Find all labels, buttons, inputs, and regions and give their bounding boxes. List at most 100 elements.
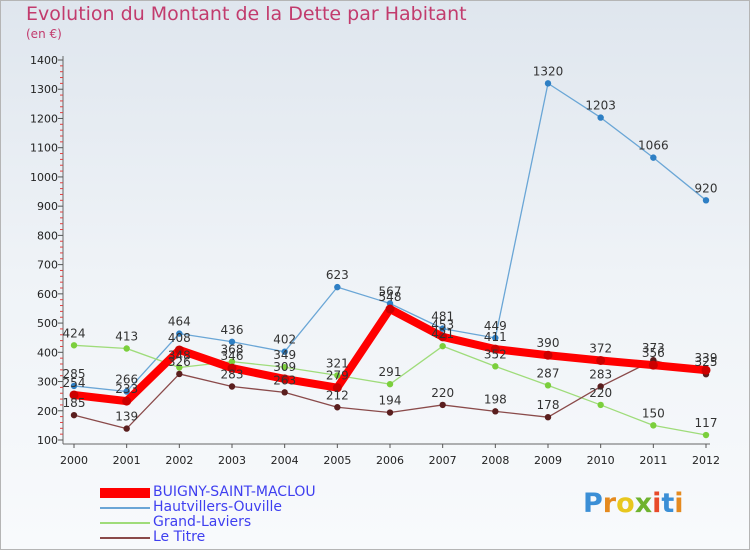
data-point (650, 154, 657, 161)
data-label: 263 (273, 373, 296, 387)
data-label: 421 (431, 327, 454, 341)
data-label: 283 (589, 368, 612, 382)
data-point (70, 411, 78, 419)
legend-swatch (100, 507, 150, 509)
y-tick-label: 500 (37, 317, 58, 330)
data-point (439, 401, 446, 409)
data-label: 481 (431, 310, 454, 324)
data-point (123, 388, 130, 395)
data-point (176, 330, 183, 337)
data-label: 220 (431, 386, 454, 400)
x-tick-label: 2001 (113, 454, 141, 467)
data-point (386, 380, 394, 388)
y-tick-label: 1400 (30, 54, 58, 67)
data-label: 349 (273, 348, 296, 362)
x-tick-label: 2012 (692, 454, 720, 467)
data-point (492, 334, 499, 342)
data-point (386, 409, 394, 416)
logo-letter: t (661, 488, 675, 519)
data-label: 464 (168, 315, 191, 329)
data-label: 413 (115, 330, 138, 344)
x-tick-label: 2008 (481, 454, 509, 467)
data-point (544, 382, 552, 389)
data-label: 325 (695, 355, 718, 369)
data-label: 233 (115, 382, 138, 396)
data-label: 291 (379, 365, 402, 379)
data-point (543, 350, 553, 360)
data-label: 453 (431, 318, 454, 332)
y-tick-label: 200 (37, 405, 58, 418)
data-point (69, 390, 79, 400)
data-point (544, 80, 552, 87)
logo-letter: r (602, 488, 617, 519)
y-tick-label: 700 (37, 259, 58, 272)
y-tick-label: 600 (37, 288, 58, 301)
data-point (281, 389, 288, 396)
y-tick-label: 1200 (30, 112, 58, 125)
data-point (544, 414, 552, 421)
data-label: 326 (168, 355, 191, 369)
data-label: 436 (221, 323, 244, 337)
data-label: 220 (589, 386, 612, 400)
x-tick-label: 2010 (587, 454, 615, 467)
data-label: 198 (484, 392, 507, 406)
chart-title: Evolution du Montant de la Dette par Hab… (26, 3, 467, 25)
data-point (228, 383, 236, 390)
data-point (597, 383, 604, 390)
legend-swatch (100, 522, 150, 524)
data-point (228, 338, 236, 345)
legend-label: Grand-Laviers (153, 514, 252, 530)
data-point (597, 114, 604, 121)
data-label: 390 (537, 336, 560, 350)
data-label: 117 (695, 416, 718, 430)
data-point (650, 422, 657, 429)
data-label: 424 (63, 326, 86, 340)
legend-swatch (100, 537, 150, 539)
y-tick-label: 800 (37, 229, 58, 242)
data-label: 372 (589, 341, 612, 355)
data-point (439, 325, 446, 332)
y-tick-label: 400 (37, 346, 58, 359)
data-point (70, 342, 78, 349)
data-point (438, 332, 448, 342)
legend-label: Le Titre (153, 529, 206, 545)
data-label: 356 (642, 346, 665, 360)
y-tick-label: 1100 (30, 142, 58, 155)
data-point (280, 374, 290, 384)
y-tick-label: 900 (37, 200, 58, 213)
chart-subtitle: (en €) (26, 27, 62, 41)
data-label: 279 (326, 369, 349, 383)
data-point (492, 408, 499, 415)
x-tick-label: 2009 (534, 454, 562, 467)
data-label: 567 (379, 284, 402, 298)
legend-label: BUIGNY-SAINT-MACLOU (153, 484, 316, 500)
data-point (228, 358, 236, 365)
data-point (385, 304, 395, 314)
x-tick-label: 2007 (429, 454, 457, 467)
y-tick-label: 1000 (30, 171, 58, 184)
data-point (227, 363, 237, 373)
data-label: 352 (484, 347, 507, 361)
data-label: 346 (221, 349, 244, 363)
logo-letter: o (616, 488, 635, 519)
x-tick-label: 2005 (323, 454, 351, 467)
data-label: 254 (63, 376, 86, 390)
data-label: 623 (326, 268, 349, 282)
data-point (596, 355, 606, 365)
data-label: 178 (537, 398, 560, 412)
data-label: 139 (115, 410, 138, 424)
data-point (123, 425, 130, 432)
legend-swatch (100, 488, 150, 498)
logo-letter: P (583, 488, 603, 519)
data-label: 1066 (638, 139, 669, 153)
logo-letter: i (674, 488, 684, 519)
data-label: 339 (695, 351, 718, 365)
data-point (648, 360, 658, 370)
data-label: 368 (221, 343, 244, 357)
data-label: 287 (537, 366, 560, 380)
data-point (281, 348, 288, 355)
data-point (332, 383, 342, 393)
data-label: 1320 (533, 64, 564, 78)
logo-letter: x (634, 488, 653, 519)
